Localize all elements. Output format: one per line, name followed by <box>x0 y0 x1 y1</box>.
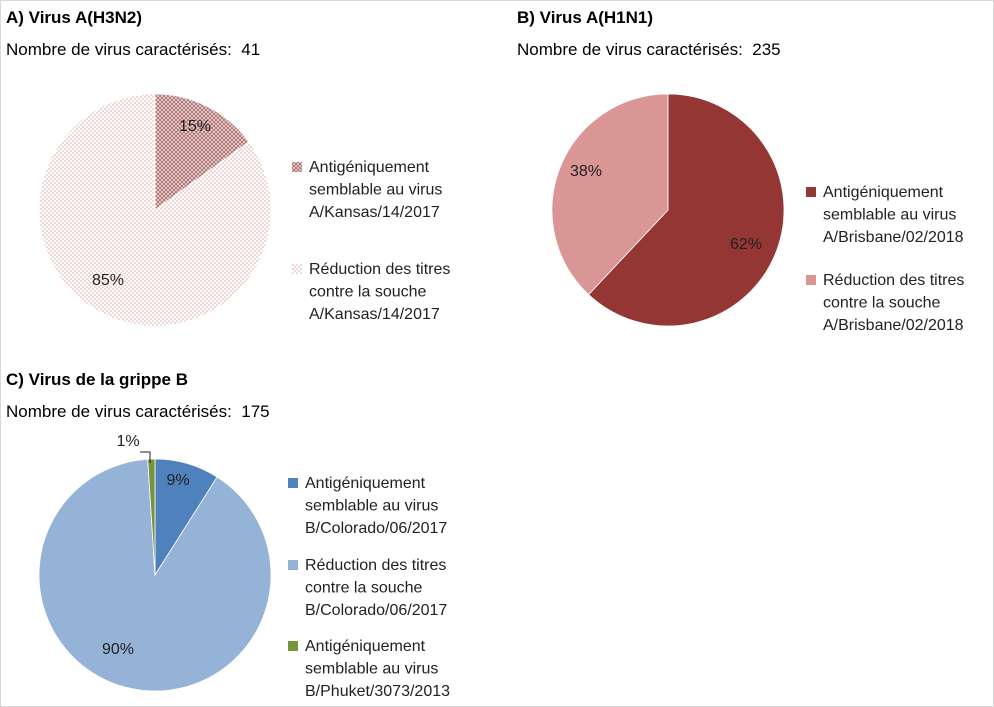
chart-b-count: Nombre de virus caractérisés: 235 <box>517 40 781 60</box>
chart-a-count-value: 41 <box>241 40 261 59</box>
chart-b-legend-text-2: Réduction des titres contre la souche A/Br… <box>823 272 964 334</box>
chart-a-title: A) Virus A(H3N2) <box>6 8 143 27</box>
chart-b-count-label: Nombre de virus caractérisés: <box>517 40 743 59</box>
chart-c-legend-swatch-2 <box>288 560 298 570</box>
chart-a-data-label-1: 15% <box>179 118 211 135</box>
chart-a-slice-1 <box>154 93 250 211</box>
chart-c-count-value: 175 <box>241 402 270 421</box>
chart-c-leader-line <box>140 451 151 463</box>
chart-c-data-label-2: 90% <box>102 641 134 658</box>
chart-a-legend-swatch-2 <box>292 264 302 274</box>
chart-layer: 15% Antigéniquement semblable au virus A/Ka… <box>38 93 964 700</box>
chart-a-legend-swatch-1 <box>292 162 302 172</box>
chart-b-slice-2 <box>551 93 669 296</box>
chart-c-data-label-3: 1% <box>116 433 139 450</box>
chart-a-slice-2 <box>38 93 272 327</box>
chart-a-count-label: Nombre de virus caractérisés: <box>6 40 232 59</box>
chart-c-legend-text-3: Antigéniquement semblable au virus B/Phuke… <box>305 638 450 700</box>
chart-c-count-label: Nombre de virus caractérisés: <box>6 402 232 421</box>
chart-a-count: Nombre de virus caractérisés: 41 <box>6 40 260 60</box>
chart-c-legend-swatch-3 <box>288 641 298 651</box>
chart-a-legend-text-2: Réduction des titres contre la souche A/Ka… <box>309 261 450 323</box>
chart-b-legend-swatch-2 <box>806 275 816 285</box>
chart-a-data-label-2: 85% <box>92 272 124 289</box>
chart-b-legend-swatch-1 <box>806 187 816 197</box>
chart-c-legend-swatch-1 <box>288 478 298 488</box>
chart-a-legend-text-1: Antigéniquement semblable au virus A/Kansa… <box>309 159 442 221</box>
chart-c-slice-2 <box>38 458 272 692</box>
chart-b-legend-text-1: Antigéniquement semblable au virus A/Brisb… <box>823 184 964 246</box>
chart-c-count: Nombre de virus caractérisés: 175 <box>6 402 270 422</box>
chart-c-slice-3 <box>147 458 156 576</box>
chart-c-legend-text-2: Réduction des titres contre la souche B/Co… <box>305 557 447 619</box>
chart-c-title: C) Virus de la grippe B <box>6 370 189 389</box>
chart-b-data-label-2: 38% <box>570 163 602 180</box>
chart-c-legend-text-1: Antigéniquement semblable au virus B/Color… <box>305 475 447 537</box>
chart-b-slice-1 <box>588 93 785 327</box>
chart-b-count-value: 235 <box>752 40 781 59</box>
chart-c-data-label-1: 9% <box>166 472 189 489</box>
chart-b-title: B) Virus A(H1N1) <box>517 8 654 27</box>
chart-b-data-label-1: 62% <box>730 236 762 253</box>
